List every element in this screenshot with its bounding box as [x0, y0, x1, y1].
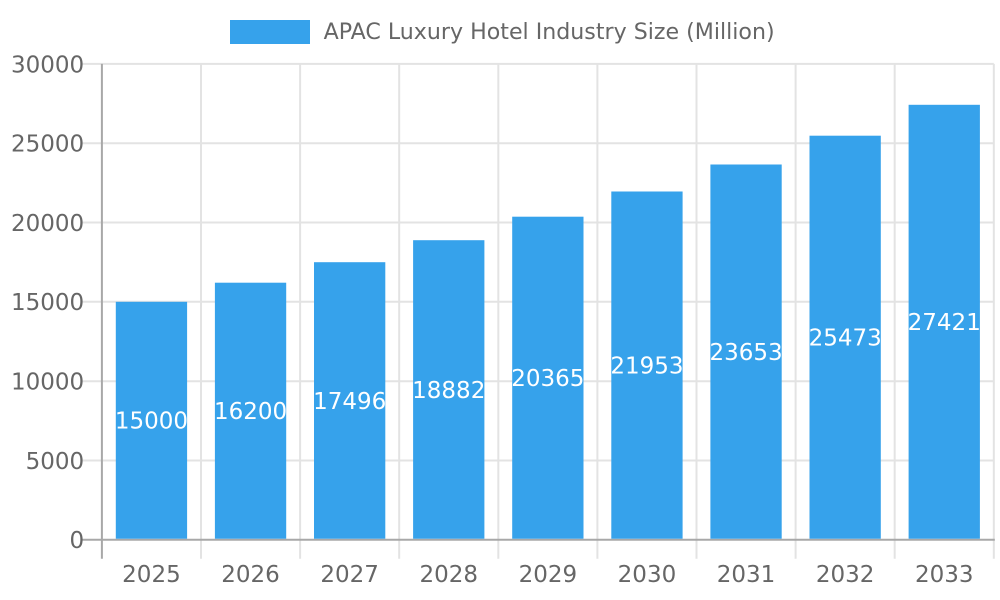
svg-text:25473: 25473 — [809, 326, 882, 352]
svg-text:APAC Luxury Hotel Industry Siz: APAC Luxury Hotel Industry Size (Million… — [324, 20, 775, 45]
svg-text:27421: 27421 — [908, 310, 981, 336]
svg-text:2031: 2031 — [717, 562, 776, 588]
svg-text:10000: 10000 — [11, 370, 84, 396]
svg-text:2029: 2029 — [519, 562, 578, 588]
svg-text:15000: 15000 — [11, 290, 84, 316]
svg-text:2033: 2033 — [915, 562, 974, 588]
svg-text:20365: 20365 — [511, 366, 584, 392]
svg-text:2027: 2027 — [320, 562, 379, 588]
svg-text:18882: 18882 — [412, 378, 485, 404]
svg-text:25000: 25000 — [11, 132, 84, 158]
svg-text:16200: 16200 — [214, 399, 287, 425]
svg-text:2030: 2030 — [618, 562, 677, 588]
svg-text:17496: 17496 — [313, 389, 386, 415]
svg-text:2028: 2028 — [419, 562, 478, 588]
svg-text:21953: 21953 — [610, 354, 683, 380]
svg-text:2032: 2032 — [816, 562, 875, 588]
svg-text:2026: 2026 — [221, 562, 280, 588]
svg-text:5000: 5000 — [26, 449, 85, 475]
svg-text:0: 0 — [70, 528, 85, 554]
svg-text:20000: 20000 — [11, 211, 84, 237]
svg-text:2025: 2025 — [122, 562, 181, 588]
svg-text:30000: 30000 — [11, 52, 84, 78]
svg-text:23653: 23653 — [709, 340, 782, 366]
svg-text:15000: 15000 — [115, 409, 188, 435]
